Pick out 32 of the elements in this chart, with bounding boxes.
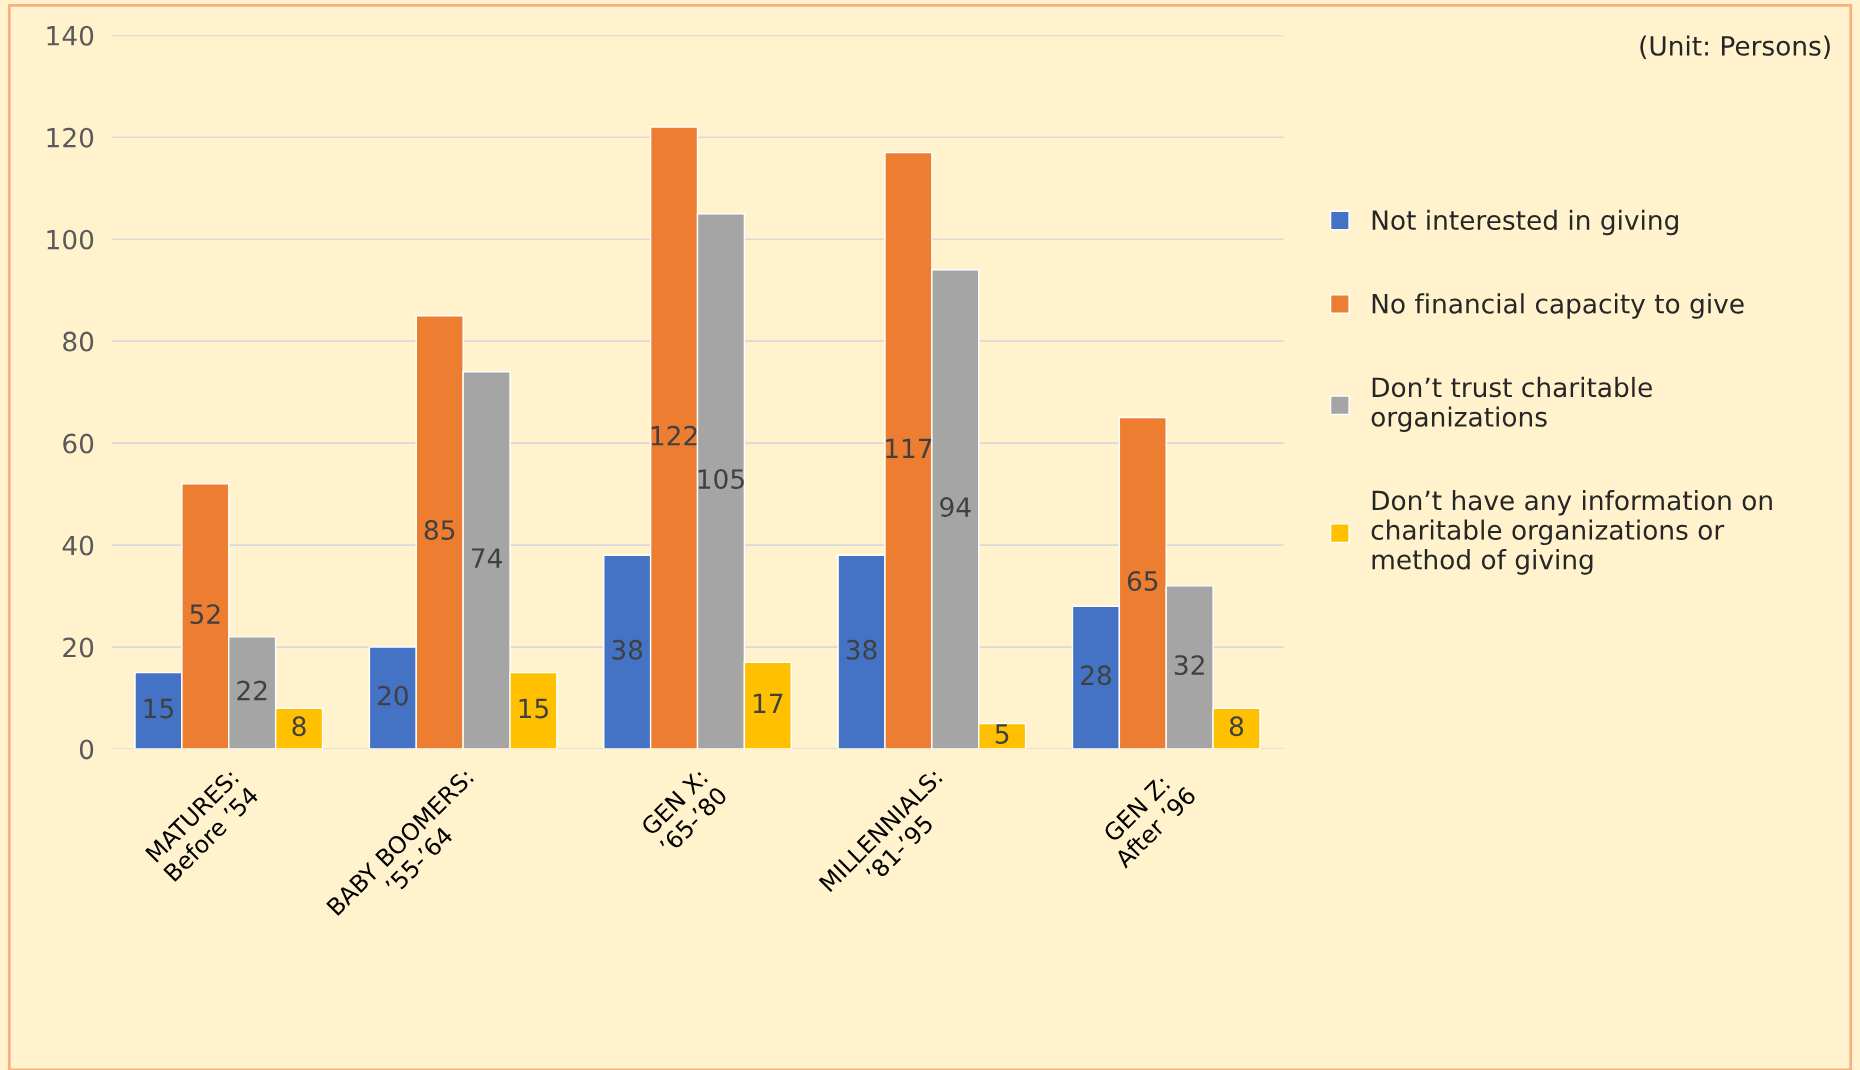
data-label: 94: [940, 497, 971, 518]
data-label: 8: [292, 716, 306, 737]
y-tick-label: 100: [47, 229, 94, 250]
data-label: 38: [846, 639, 877, 660]
data-label: 105: [698, 469, 744, 490]
data-label: 22: [237, 680, 267, 701]
y-tick-label: 0: [79, 739, 94, 760]
data-label: 65: [1127, 571, 1158, 591]
data-label: 8: [1229, 716, 1244, 737]
text: (Unit: Persons): [1640, 35, 1830, 59]
data-label: 122: [651, 425, 697, 446]
data-label: 15: [144, 698, 173, 719]
data-label: 52: [190, 604, 220, 625]
y-tick-label: 60: [63, 433, 94, 454]
data-label: 17: [753, 693, 783, 713]
y-tick-label: 20: [63, 637, 94, 658]
y-tick-label: 120: [47, 127, 94, 148]
data-label: 85: [424, 520, 455, 540]
data-label: 5: [995, 724, 1009, 744]
legend-label: Don’t have any information on charitable organizations or method of giving: [1371, 490, 1772, 575]
y-tick-label: 140: [47, 25, 94, 46]
data-label: 20: [377, 685, 408, 706]
data-label: 38: [612, 639, 643, 660]
data-label: 32: [1174, 655, 1204, 676]
legend-label: No financial capacity to give: [1372, 293, 1744, 319]
legend-label: Don’t trust charitable organizations: [1371, 376, 1652, 432]
y-tick-label: 40: [62, 535, 94, 556]
y-tick-label: 80: [63, 331, 94, 352]
data-label: 28: [1081, 665, 1111, 686]
data-label: 74: [471, 548, 502, 568]
legend-label: Not interested in giving: [1372, 209, 1678, 236]
data-label: 15: [519, 698, 548, 719]
